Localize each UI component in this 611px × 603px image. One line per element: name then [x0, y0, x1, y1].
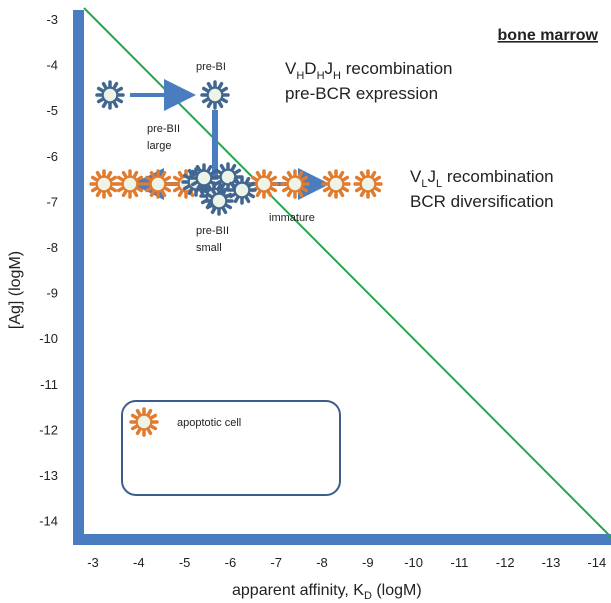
- x-tick-label: -4: [133, 555, 145, 570]
- x-tick-label: -6: [225, 555, 237, 570]
- x-axis-ticks: -3 -4 -5 -6 -7 -8 -9 -10 -11 -12 -13 -14: [87, 555, 606, 570]
- legend-apoptotic-label: apoptotic cell: [177, 417, 241, 429]
- immature-label: immature: [269, 212, 315, 224]
- y-axis-title: [Ag] (logM): [7, 251, 24, 329]
- x-axis-title: apparent affinity, KD (logM): [232, 582, 422, 602]
- pre-bii-cell: [227, 175, 257, 205]
- bcr-cell: [321, 169, 351, 199]
- pre-bii-small-cell: [204, 186, 234, 216]
- y-tick-label: -7: [46, 194, 58, 209]
- y-tick-label: -12: [39, 422, 58, 437]
- x-tick-label: -11: [450, 555, 468, 570]
- pre-bi-label: pre-BI: [196, 61, 226, 73]
- y-tick-label: -5: [46, 103, 58, 118]
- bcr-cell: [89, 169, 119, 199]
- y-tick-label: -8: [46, 240, 58, 255]
- x-tick-label: -7: [270, 555, 282, 570]
- y-tick-label: -11: [40, 377, 58, 392]
- vhdhjh-recombination-label: VHDHJH recombination: [285, 59, 453, 82]
- x-tick-label: -12: [496, 555, 515, 570]
- panel-title: bone marrow: [498, 27, 599, 44]
- bcr-cell: [115, 169, 145, 199]
- y-axis-bar: [73, 10, 84, 545]
- x-axis-bar: [73, 534, 611, 545]
- x-tick-label: -5: [179, 555, 191, 570]
- y-tick-label: -10: [39, 331, 58, 346]
- pre-bii-small-label-2: small: [196, 242, 222, 254]
- bcr-cell: [280, 169, 310, 199]
- y-axis-ticks: -3 -4 -5 -6 -7 -8 -9 -10 -11 -12 -13 -14: [39, 12, 58, 529]
- pre-bii-large-label-1: pre-BII: [147, 123, 180, 135]
- x-tick-label: -8: [316, 555, 328, 570]
- x-tick-label: -9: [362, 555, 374, 570]
- pre-bii-large-cell: [189, 163, 219, 193]
- x-tick-label: -14: [587, 555, 606, 570]
- y-tick-label: -13: [39, 468, 58, 483]
- apoptotic-cell-icon: [129, 407, 159, 437]
- vljl-recombination-label: VLJL recombination: [410, 167, 554, 190]
- bcr-cell: [143, 169, 173, 199]
- pre-bi-precursor-cell: [95, 80, 125, 110]
- legend-box: [121, 400, 341, 496]
- cells-layer: [89, 80, 383, 437]
- pre-bcr-expression-label: pre-BCR expression: [285, 84, 438, 103]
- pre-bii-large-label-2: large: [147, 140, 171, 152]
- x-tick-label: -13: [542, 555, 561, 570]
- y-tick-label: -3: [46, 12, 58, 27]
- y-tick-label: -4: [46, 58, 58, 73]
- y-tick-label: -14: [39, 514, 58, 529]
- y-tick-label: -6: [46, 149, 58, 164]
- pre-bi-cell: [200, 80, 230, 110]
- x-tick-label: -10: [404, 555, 423, 570]
- pre-bii-small-label-1: pre-BII: [196, 225, 229, 237]
- x-tick-label: -3: [87, 555, 99, 570]
- bcr-diversification-label: BCR diversification: [410, 192, 554, 211]
- bcr-cell: [353, 169, 383, 199]
- y-tick-label: -9: [46, 286, 58, 301]
